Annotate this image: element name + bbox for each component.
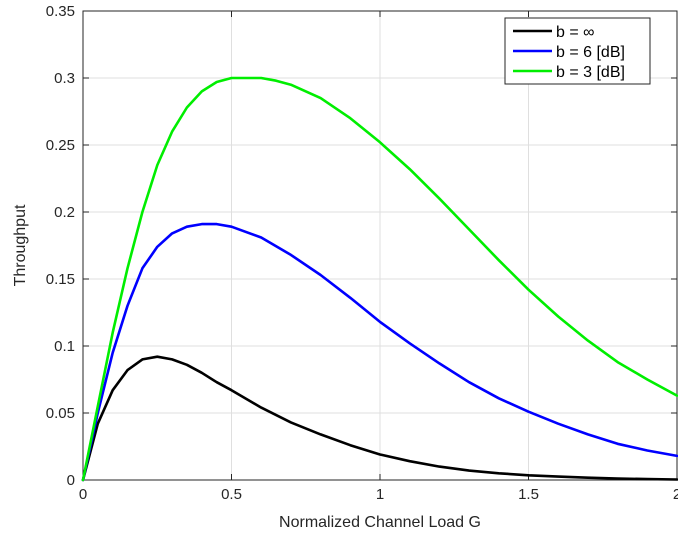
x-tick-label: 0.5 — [221, 486, 242, 503]
series-line-2 — [81, 76, 678, 482]
y-tick-label: 0.15 — [46, 271, 75, 288]
y-tick-label: 0.25 — [46, 137, 75, 154]
x-axis-label: Normalized Channel Load G — [279, 514, 481, 531]
y-tick-label: 0.3 — [54, 70, 75, 87]
y-tick-label: 0.05 — [46, 405, 75, 422]
x-tick-label: 1.5 — [518, 486, 539, 503]
legend-label-1: b = 6 [dB] — [556, 44, 625, 61]
y-axis-label: Throughput — [12, 204, 29, 286]
x-tick-label: 1 — [376, 486, 384, 503]
x-tick-label: 0 — [79, 486, 87, 503]
legend-label-0: b = ∞ — [556, 24, 595, 41]
y-tick-label: 0.35 — [46, 3, 75, 20]
x-axis-ticks: 0 0.5 1 1.5 2 — [79, 11, 678, 503]
y-tick-label: 0.1 — [54, 338, 75, 355]
y-axis-ticks: 0 0.05 0.1 0.15 0.2 0.25 0.3 0.35 — [46, 3, 677, 489]
series-line-0 — [81, 355, 678, 482]
x-tick-label: 2 — [673, 486, 678, 503]
series-lines — [81, 76, 678, 482]
legend-label-2: b = 3 [dB] — [556, 64, 625, 81]
y-tick-label: 0.2 — [54, 204, 75, 221]
y-tick-label: 0 — [67, 472, 75, 489]
legend: b = ∞ b = 6 [dB] b = 3 [dB] — [504, 17, 651, 85]
series-line-1 — [81, 222, 678, 482]
